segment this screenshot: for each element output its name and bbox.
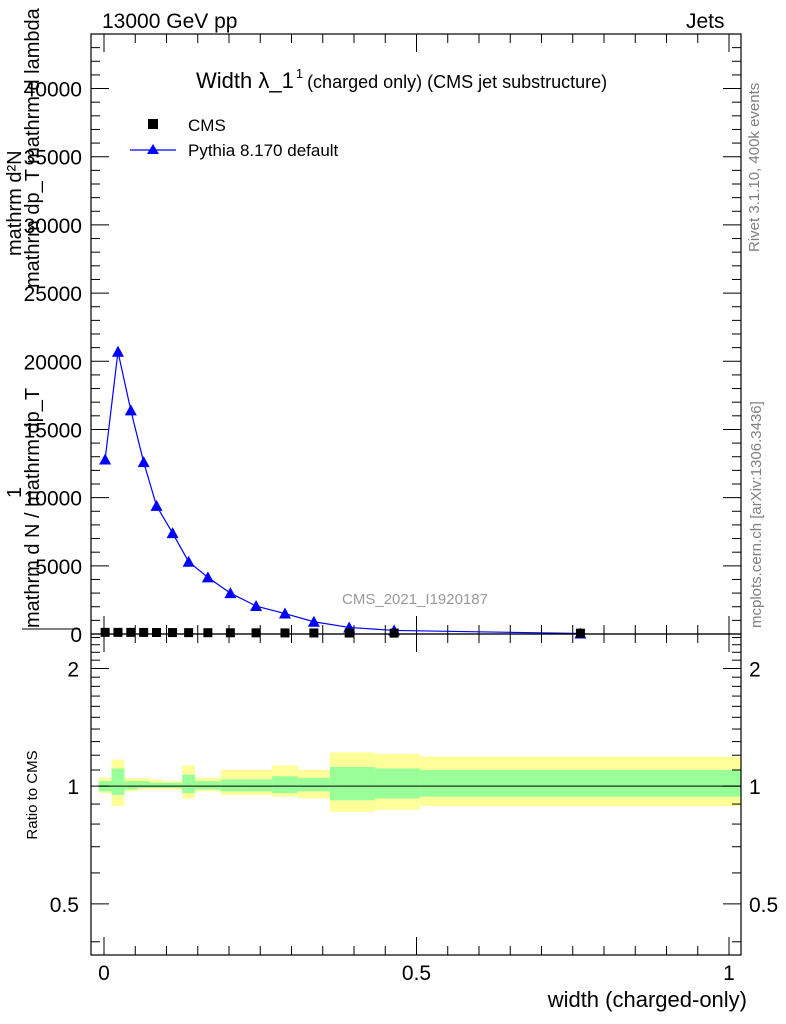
green-uncertainty-band [182,774,196,794]
cms-data-point [225,628,235,638]
green-uncertainty-band [195,781,221,790]
chart-title-superscript: 1 [296,66,303,81]
ratio-y-tick-label-right: 1 [749,776,761,799]
y-axis-label-line4: mathrm d N / mathrm dp_T [22,387,44,628]
cms-data-point [344,628,354,638]
legend-cms-marker [148,119,158,129]
mcplots-label: mcplots.cern.ch [arXiv:1306.3436] [748,401,765,628]
y-tick-label: 5000 [35,556,82,579]
ratio-y-tick-label-right: 0.5 [749,894,778,917]
green-uncertainty-band [297,777,330,792]
upper-panel: 0 5000 10000 15000 20000 25000 30000 35000 40000… [22,33,742,647]
pythia-data-point [224,587,237,599]
analysis-id-watermark: CMS_2021_I1920187 [342,591,488,608]
pythia-data-point [166,527,179,539]
cms-data-point [575,628,585,638]
pythia-data-point [111,345,124,357]
cms-data-point [139,627,149,637]
cms-data-point [100,627,110,637]
pythia-data-point [201,571,214,583]
cms-data-point [184,628,194,638]
green-uncertainty-band [137,781,151,788]
ratio-y-tick-label: 0.5 [50,894,79,917]
pythia-data-point [182,555,195,567]
y-tick-label: 35000 [24,147,82,170]
green-uncertainty-band [374,768,420,799]
green-uncertainty-band [162,782,183,788]
y-axis-label-line2: mathrm dp_T mathrm d lambda [22,8,44,288]
green-uncertainty-band [272,776,298,794]
chart-title-main: Width λ_1 [196,68,294,93]
lower-frame [90,633,742,956]
x-tick-label: 1 [723,962,735,985]
green-uncertainty-band [240,779,273,792]
ratio-axis-label: Ratio to CMS [24,750,41,839]
cms-data-point [389,628,399,638]
x-tick-label: 0.5 [402,962,431,985]
legend-pythia-marker [147,144,159,154]
green-uncertainty-band [111,768,125,795]
cms-data-point [113,627,123,637]
chart-title: Width λ_1 1 (charged only) (CMS jet substr… [196,66,607,93]
cms-data-point [152,628,162,637]
energy-label: 13000 GeV pp [102,10,238,33]
x-tick-label: 0 [98,962,110,985]
pythia-data-point [99,453,112,465]
ratio-y-tick-label: 1 [67,776,79,799]
y-tick-label: 40000 [24,79,82,102]
pythia-data-point [150,499,163,511]
y-tick-label: 30000 [24,215,82,238]
y-tick-label: 10000 [24,488,82,511]
ratio-y-tick-label-right: 2 [749,658,761,681]
y-tick-label: 25000 [24,283,82,306]
y-tick-label: 20000 [24,351,82,374]
x-axis-label: width (charged-only) [547,987,747,1012]
legend-cms-label: CMS [188,116,226,135]
cms-data-point [280,628,290,638]
jets-label: Jets [686,10,725,33]
cms-data-point [309,628,319,638]
ratio-y-tick-label: 2 [67,658,79,681]
cms-data-point [168,628,178,638]
pythia-data-point [278,607,291,619]
pythia-data-point [124,404,137,416]
chart-subtitle: (charged only) (CMS jet substructure) [307,72,607,92]
green-uncertainty-band [419,769,741,797]
y-tick-label: 0 [70,624,82,647]
pythia-data-point [250,600,263,612]
pythia-data-point [307,615,320,627]
cms-data-point [203,628,213,638]
cms-data-point [126,627,136,637]
green-uncertainty-band [329,766,375,801]
pythia-data-point [137,456,150,468]
y-tick-label: 15000 [24,419,82,442]
rivet-version-label: Rivet 3.1.10, 400k events [746,82,763,252]
green-uncertainty-band [124,781,138,790]
green-uncertainty-band [220,779,241,792]
cms-data-point [251,628,261,638]
legend-pythia-label: Pythia 8.170 default [188,141,339,160]
green-uncertainty-band [150,782,163,788]
